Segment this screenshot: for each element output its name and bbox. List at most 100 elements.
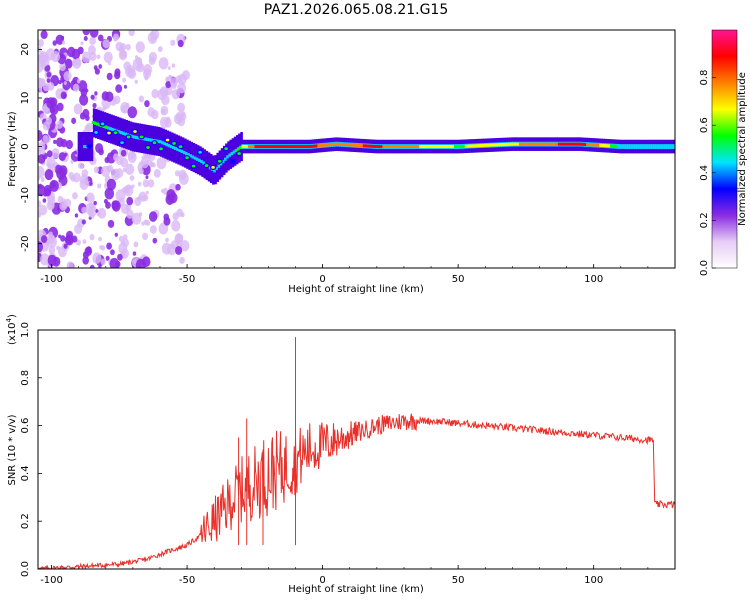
spectrogram-noise-blob: [66, 261, 74, 268]
spectrogram-noise-blob: [171, 219, 181, 232]
spectrogram-noise-blob: [131, 212, 142, 225]
spectrogram-band-core: [258, 145, 262, 149]
spectrogram-noise-blob: [145, 190, 149, 195]
spectrogram-band-core: [293, 145, 297, 149]
spectrogram-noise-blob: [126, 196, 134, 206]
spectrogram-band-core: [438, 145, 442, 149]
spectrogram-band-mid: [217, 164, 221, 168]
spectrogram-frame: [37, 29, 676, 269]
spectrogram-noise-blob: [75, 239, 81, 246]
spectrogram-band-core: [527, 142, 531, 146]
spectrogram-band-mid: [230, 151, 234, 156]
spectrogram-noise-blob: [170, 39, 176, 46]
snr-x-tick-label: 0: [319, 575, 325, 586]
snr-x-label: Height of straight line (km): [288, 584, 424, 595]
spectrogram-noise-blob: [138, 95, 145, 103]
spectrogram-band-core: [267, 145, 271, 149]
spectrogram-noise-blob: [145, 175, 149, 180]
spectrogram-band-core: [336, 142, 340, 146]
spectrogram-ridge-blob-core: [191, 164, 196, 168]
spectrogram-band-core: [577, 142, 581, 146]
spectrogram-band-mid: [178, 148, 182, 153]
spectrogram-ridge-blob-core: [211, 165, 215, 169]
spectrogram-band-core: [590, 143, 594, 147]
spectrogram-noise-blob: [38, 204, 48, 216]
spectrogram-band-core: [516, 142, 520, 146]
snr-x-tick-label: -100: [40, 575, 63, 586]
spectrogram-band-core: [250, 145, 253, 149]
spectrogram-ridge-blob-core: [152, 141, 157, 145]
spectrogram-band-core: [93, 121, 97, 125]
spectrogram-ridge-blob-core: [126, 135, 131, 139]
spectrogram-band-core: [260, 145, 264, 149]
spectrogram-noise-blob: [46, 200, 55, 211]
spectrogram-band-mid: [224, 157, 227, 161]
colorbar-tick-label: 0.6: [699, 117, 710, 133]
snr-x-ticks: -100 -50 0 50 100: [40, 565, 676, 586]
spectrogram-noise-blob: [138, 191, 147, 202]
spectrogram-band-core: [451, 145, 455, 149]
spectrogram-x-tick-label: -100: [40, 274, 63, 285]
spectrogram-band-core: [490, 143, 494, 147]
spectrogram-band-core: [555, 142, 559, 146]
spectrogram-band-mid: [668, 144, 672, 149]
spectrogram-band-mid: [631, 144, 635, 149]
spectrogram-band-core: [295, 145, 299, 149]
spectrogram-noise-blob: [129, 175, 135, 181]
spectrogram-noise-blob: [85, 202, 95, 215]
spectrogram-noise-blob: [115, 84, 123, 93]
spectrogram-band-core: [306, 145, 310, 149]
spectrogram-band-core: [469, 144, 472, 148]
spectrogram-band-core: [599, 143, 602, 147]
spectrogram-band-mid: [657, 144, 661, 149]
spectrogram-band-core: [458, 145, 461, 149]
spectrogram-band-mid: [187, 153, 190, 157]
spectrogram-band-core: [256, 145, 260, 149]
spectrogram-band-mid: [640, 144, 643, 149]
spectrogram-band-core: [564, 142, 568, 146]
spectrogram-band-mid: [213, 169, 216, 173]
spectrogram-noise-blob: [96, 54, 101, 60]
spectrogram-band-core: [484, 143, 487, 147]
spectrogram-band-core: [473, 144, 477, 148]
spectrogram-band-core: [388, 145, 392, 149]
spectrogram-y-ticks: -20 -10 0 10 20: [20, 43, 42, 252]
spectrogram-band-mid: [130, 134, 134, 139]
spectrogram-band-mid: [202, 161, 205, 165]
spectrogram-noise-blob: [115, 155, 124, 165]
spectrogram-noise-blob: [80, 41, 84, 46]
spectrogram-band-core: [427, 145, 431, 149]
spectrogram-noise-blob: [151, 88, 159, 99]
spectrogram-band-mid: [143, 137, 147, 141]
spectrogram-y-tick-label: -10: [20, 187, 31, 203]
spectrogram-band-core: [566, 142, 570, 146]
spectrogram-noise-blob: [135, 41, 145, 53]
spectrogram-noise-blob: [46, 71, 52, 78]
spectrogram-band-mid: [174, 146, 177, 151]
spectrogram-band-mid: [169, 144, 173, 149]
spectrogram-band-mid: [618, 144, 622, 149]
spectrogram-noise-blob: [58, 152, 66, 161]
spectrogram-band-core: [443, 145, 446, 149]
spectrogram-band-core: [334, 142, 338, 146]
spectrogram-noise-blob: [110, 249, 115, 256]
spectrogram-noise-blob: [77, 80, 88, 93]
spectrogram-band-mid: [215, 166, 218, 171]
spectrogram-band-mid: [633, 144, 637, 149]
colorbar-tick-label: 0.2: [699, 212, 710, 228]
spectrogram-band-mid: [620, 144, 624, 149]
spectrogram-noise-blob: [42, 198, 47, 203]
spectrogram-band-core: [284, 145, 288, 149]
spectrogram-band-core: [319, 144, 323, 148]
spectrogram-band-mid: [189, 154, 192, 158]
spectrogram-band-mid: [221, 159, 225, 164]
spectrogram-ridge-blob-core: [178, 145, 183, 149]
spectrogram-noise-blob: [177, 82, 187, 94]
snr-y-tick-label: 0.6: [20, 418, 31, 434]
spectrogram-noise-blob: [165, 81, 172, 89]
spectrogram-band-core: [542, 142, 546, 146]
spectrogram-noise-blob: [74, 213, 79, 218]
spectrogram-noise-blob: [93, 200, 97, 206]
spectrogram-band-mid: [200, 159, 203, 164]
